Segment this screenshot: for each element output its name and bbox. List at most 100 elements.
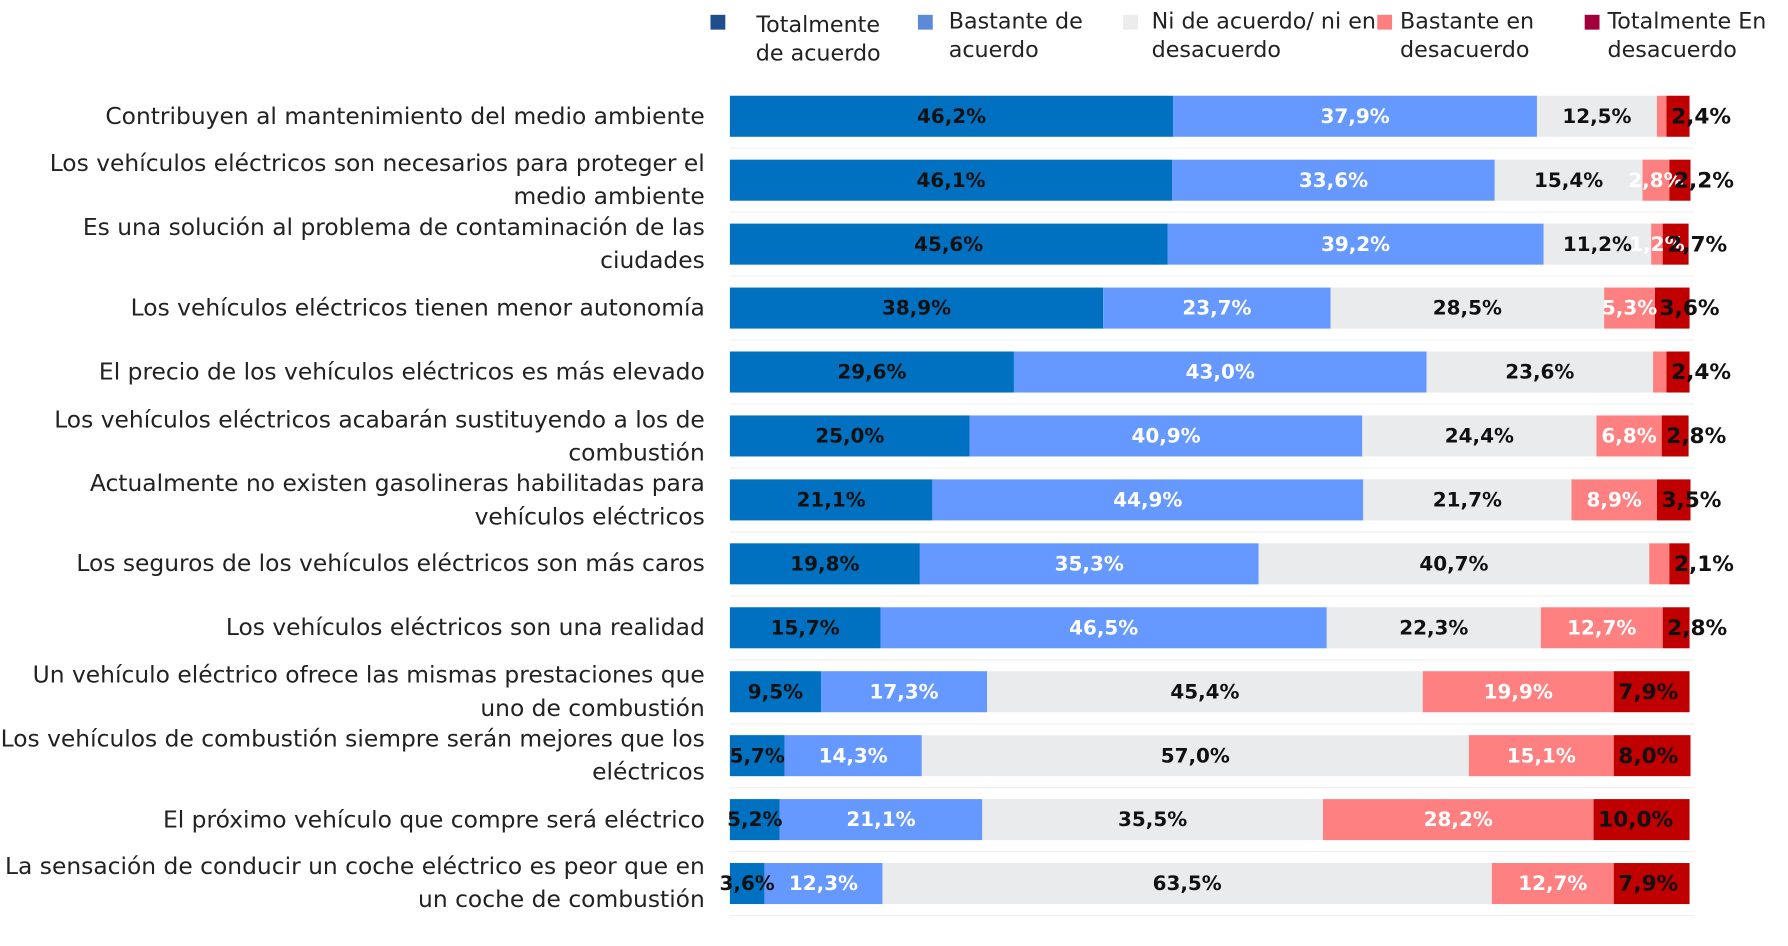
- category-label-box: Actualmente no existen gasolineras habil…: [89, 469, 705, 530]
- data-label: 43,0%: [1186, 360, 1255, 384]
- data-label: 23,6%: [1505, 360, 1574, 384]
- bar-segment: [1613, 671, 1690, 713]
- data-label: 21,1%: [797, 488, 866, 512]
- data-label: 19,9%: [1484, 679, 1553, 703]
- category-label-box: Los vehículos de combustión siempre será…: [0, 724, 705, 786]
- data-label: 12,3%: [789, 871, 858, 895]
- bar-segment: [1669, 159, 1691, 201]
- category-label: Los vehículos de combustión siempre será…: [0, 724, 705, 786]
- bar-segment: [1642, 159, 1670, 201]
- data-label: 17,3%: [869, 679, 938, 703]
- category-label-box: Un vehículo eléctrico ofrece las mismas …: [33, 661, 705, 721]
- legend-item: Ni de acuerdo/ ni en desacuerdo: [1151, 7, 1376, 63]
- bar-segment: [729, 607, 881, 649]
- data-label: 45,6%: [914, 232, 983, 256]
- data-label: 28,2%: [1424, 807, 1493, 831]
- data-label: 5,7%: [730, 743, 785, 767]
- bar-segment: [1540, 607, 1663, 649]
- data-label: 2,4%: [1671, 360, 1731, 385]
- bar-segment: [1013, 351, 1427, 393]
- bar-segment: [1653, 351, 1667, 393]
- bar-segment: [1426, 351, 1654, 393]
- bar-segment: [1656, 479, 1691, 521]
- bar-segment: [729, 479, 933, 521]
- data-label: 3,5%: [1661, 488, 1721, 513]
- data-label: 44,9%: [1113, 488, 1182, 512]
- bar-segment: [1604, 287, 1656, 329]
- data-label: 1,2%: [1629, 232, 1684, 256]
- bar-segment: [919, 543, 1259, 585]
- data-label: 21,1%: [846, 807, 915, 831]
- data-label: 5,2%: [727, 807, 782, 831]
- data-label: 2,4%: [1671, 104, 1731, 129]
- data-label: 28,5%: [1433, 296, 1502, 320]
- bar-segment: [1468, 735, 1614, 777]
- bar-segment: [821, 671, 988, 713]
- bar-segment: [1491, 863, 1614, 905]
- legend-item: Bastante en desacuerdo: [1400, 8, 1534, 63]
- data-label: 2,8%: [1666, 424, 1726, 449]
- bar-segment: [729, 351, 1014, 393]
- data-label: 35,5%: [1118, 807, 1187, 831]
- bar-segment: [882, 863, 1492, 905]
- data-label: 8,9%: [1587, 488, 1642, 512]
- bar-segment: [764, 863, 883, 905]
- data-label: 6,8%: [1601, 424, 1656, 448]
- category-label-box: Contribuyen al mantenimiento del medio a…: [105, 102, 704, 129]
- category-label: Los vehículos eléctricos acabarán sustit…: [54, 405, 705, 466]
- data-label: 2,8%: [1667, 616, 1727, 641]
- bar-segment: [1172, 159, 1495, 201]
- bar-segment: [729, 223, 1168, 265]
- bar-segment: [1666, 95, 1690, 137]
- bar-segment: [729, 671, 822, 713]
- data-label: 7,9%: [1618, 680, 1678, 705]
- data-label: 10,0%: [1598, 808, 1673, 833]
- data-label: 29,6%: [837, 360, 906, 384]
- bar-segment: [1322, 799, 1594, 841]
- data-label: 2,2%: [1674, 168, 1734, 193]
- data-label: 2,7%: [1667, 232, 1727, 257]
- category-label: Los vehículos eléctricos tienen menor au…: [130, 293, 705, 322]
- category-label: Es una solución al problema de contamina…: [82, 213, 705, 274]
- category-label: Los vehículos eléctricos son una realida…: [225, 613, 705, 641]
- data-label: 46,2%: [917, 104, 986, 128]
- legend-swatch: [1584, 14, 1600, 30]
- bar-segment: [1258, 543, 1650, 585]
- bar-segment: [1536, 95, 1657, 137]
- data-label: 3,6%: [720, 871, 775, 895]
- bar-segment: [1422, 671, 1614, 713]
- category-label: Actualmente no existen gasolineras habil…: [89, 469, 705, 530]
- bar-segment: [779, 799, 983, 841]
- category-label-box: Los vehículos eléctricos acabarán sustit…: [54, 405, 705, 466]
- bar-segment: [1662, 223, 1689, 265]
- bar-segment: [1613, 863, 1690, 905]
- legend-label: Bastante de acuerdo: [948, 7, 1083, 63]
- bar-segment: [1596, 415, 1662, 457]
- category-label: Los vehículos eléctricos son necesarios …: [49, 149, 705, 210]
- legend-label: Ni de acuerdo/ ni en desacuerdo: [1151, 7, 1376, 63]
- data-label: 12,7%: [1518, 871, 1587, 895]
- bar-segment: [1494, 159, 1643, 201]
- category-label-box: Es una solución al problema de contamina…: [82, 213, 705, 274]
- bar-segment: [932, 479, 1364, 521]
- legend-swatch: [710, 14, 726, 30]
- category-label-box: La sensación de conducir un coche eléctr…: [5, 852, 705, 914]
- legend-swatch: [1377, 14, 1393, 30]
- legend-item: Totalmente En desacuerdo: [1607, 8, 1766, 63]
- bar-segment: [729, 159, 1173, 201]
- data-label: 40,7%: [1419, 551, 1488, 575]
- bar-segment: [1613, 735, 1691, 777]
- data-label: 45,4%: [1170, 679, 1239, 703]
- bar-segment: [982, 799, 1323, 841]
- bar-segment: [1363, 479, 1572, 521]
- bar-segment: [729, 799, 780, 841]
- bar-segment: [1593, 799, 1690, 841]
- legend-swatch: [917, 14, 933, 30]
- legend-label: Totalmente de acuerdo: [755, 11, 881, 67]
- category-label-box: Los vehículos eléctricos tienen menor au…: [130, 293, 705, 322]
- data-label: 8,0%: [1618, 744, 1678, 769]
- data-label: 21,7%: [1433, 488, 1502, 512]
- data-label: 39,2%: [1321, 232, 1390, 256]
- category-label: La sensación de conducir un coche eléctr…: [5, 852, 705, 914]
